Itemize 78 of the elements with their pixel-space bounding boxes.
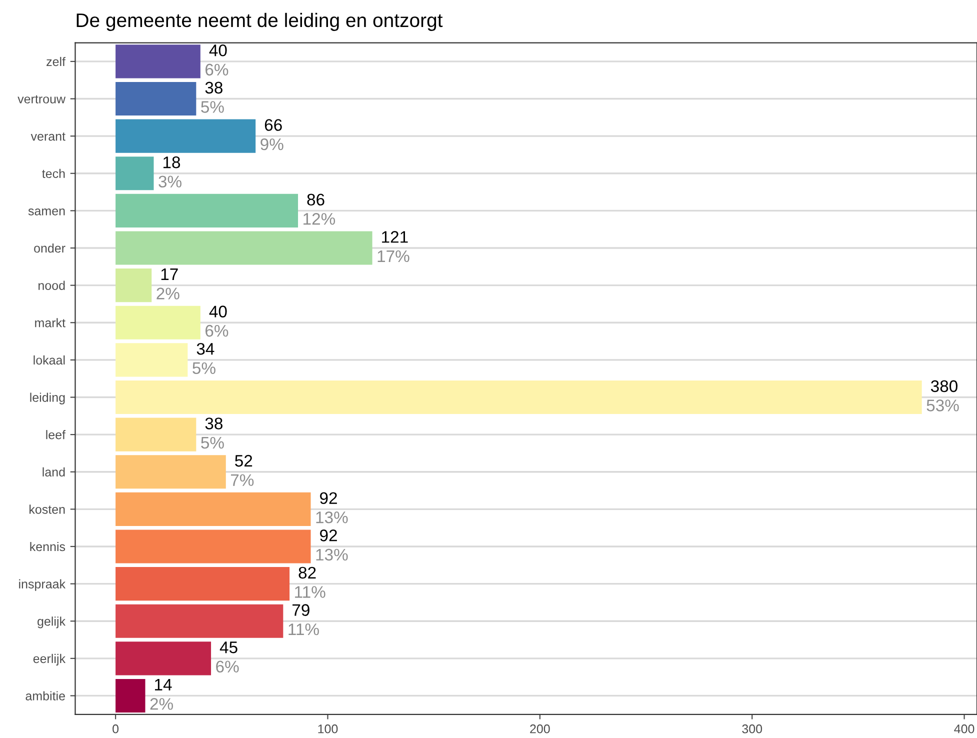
- bar: [116, 119, 256, 153]
- y-tick-label: land: [42, 467, 65, 477]
- annotation: 6%: [206, 64, 228, 76]
- bar: [116, 567, 290, 601]
- y-tick-label: inspraak: [19, 579, 66, 591]
- y-tick-label: verant: [30, 132, 66, 141]
- bar: [116, 530, 311, 564]
- bar: [116, 678, 146, 713]
- bar: [116, 642, 212, 676]
- y-tick-label: samen: [28, 208, 65, 216]
- x-tick-label: 100: [318, 724, 338, 734]
- annotation: 13%: [316, 548, 348, 561]
- data-label: 92: [320, 492, 337, 504]
- y-tick-label: onder: [34, 243, 66, 253]
- data-label: 18: [163, 156, 180, 168]
- y-tick-label: tech: [42, 168, 65, 178]
- data-label: 121: [382, 231, 408, 243]
- annotation: 5%: [192, 362, 216, 374]
- y-tick-label: gelijk: [38, 616, 66, 628]
- annotation: 2%: [156, 288, 180, 300]
- bar: [116, 380, 922, 414]
- y-tick-label: lokaal: [34, 355, 65, 365]
- data-label: 92: [320, 530, 337, 542]
- x-tick-label: 400: [954, 724, 974, 734]
- annotation: 3%: [158, 176, 182, 188]
- annotation: 13%: [316, 511, 348, 524]
- annotation: 5%: [201, 436, 224, 449]
- y-tick-label: nood: [38, 280, 65, 290]
- y-tick-label: kosten: [30, 504, 65, 514]
- y-tick-label: kennis: [30, 542, 66, 552]
- y-tick-label: zelf: [46, 56, 66, 66]
- data-label: 79: [292, 604, 310, 616]
- chart-title: De gemeente neemt de leiding en ontzorgt: [76, 12, 443, 31]
- bar: [116, 306, 200, 340]
- annotation: 53%: [926, 400, 959, 412]
- bar: [116, 82, 196, 116]
- data-label: 38: [205, 418, 222, 430]
- bar: [116, 156, 154, 190]
- data-label: 52: [235, 454, 252, 467]
- annotation: 11%: [295, 586, 326, 598]
- data-label: 380: [930, 380, 958, 392]
- data-label: 34: [196, 342, 214, 355]
- bar: [116, 231, 372, 265]
- annotation: 17%: [378, 250, 410, 262]
- bar: [116, 194, 298, 228]
- annotation: 6%: [216, 660, 239, 673]
- x-tick-label: 0: [112, 724, 119, 734]
- data-label: 17: [161, 268, 178, 280]
- annotation: 11%: [288, 623, 319, 636]
- y-tick-label: markt: [35, 318, 66, 328]
- bar: [116, 44, 200, 78]
- annotation: 2%: [150, 698, 173, 710]
- x-tick-label: 300: [742, 724, 762, 734]
- bar: [116, 492, 311, 526]
- data-label: 82: [298, 566, 316, 579]
- bar: [116, 604, 284, 638]
- annotation: 9%: [260, 138, 284, 150]
- x-tick-label: 200: [530, 724, 550, 734]
- y-tick-label: eerlijk: [33, 654, 66, 666]
- annotation: 5%: [201, 101, 224, 113]
- y-tick-label: leef: [46, 430, 66, 440]
- bar: [116, 418, 196, 452]
- y-tick-label: ambitie: [26, 691, 65, 700]
- data-label: 86: [307, 194, 324, 206]
- data-label: 66: [264, 119, 282, 131]
- annotation: 7%: [230, 474, 254, 486]
- data-label: 40: [209, 44, 227, 56]
- bar: [116, 455, 226, 489]
- y-tick-label: vertrouw: [18, 95, 66, 104]
- bar: [116, 343, 188, 377]
- data-label: 38: [205, 82, 222, 94]
- data-label: 14: [155, 678, 172, 690]
- bar: [116, 268, 152, 302]
- annotation: 6%: [206, 324, 228, 337]
- data-label: 40: [209, 306, 227, 318]
- data-label: 45: [220, 642, 238, 654]
- annotation: 12%: [304, 213, 336, 225]
- y-tick-label: leiding: [30, 392, 65, 404]
